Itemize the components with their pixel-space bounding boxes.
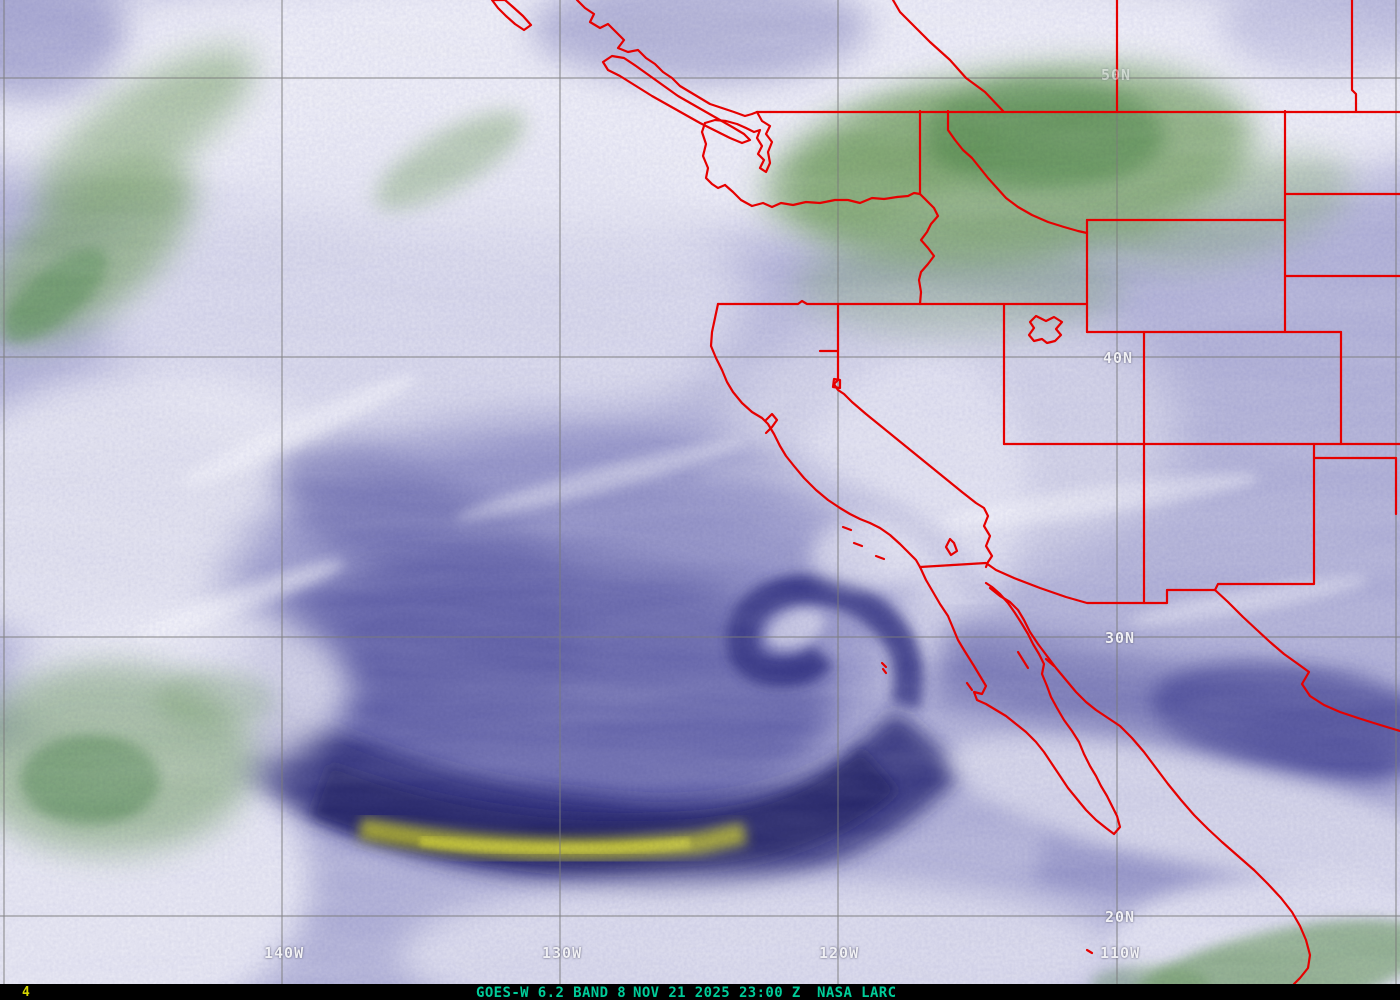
lat-label-40n: 40N xyxy=(1103,349,1134,367)
lon-label-140w: 140W xyxy=(264,944,305,962)
lat-label-30n: 30N xyxy=(1105,629,1136,647)
lat-label-20n: 20N xyxy=(1105,908,1136,926)
lat-label-50n: 50N xyxy=(1101,66,1132,84)
product-label: GOES-W 6.2 BAND 8 xyxy=(476,985,627,1000)
mexico-mainland-coast xyxy=(988,586,1312,986)
frame-number: 4 xyxy=(22,985,30,1000)
credit-label: NASA LARC xyxy=(817,985,897,1000)
timestamp-label: NOV 21 2025 23:00 Z xyxy=(633,985,801,1000)
baja-coast xyxy=(918,565,1122,836)
caption-bar xyxy=(0,984,1400,1000)
california-coast xyxy=(709,302,922,569)
lon-label-110w: 110W xyxy=(1100,944,1141,962)
lon-label-120w: 120W xyxy=(819,944,860,962)
map-borders xyxy=(490,0,1400,986)
lon-label-130w: 130W xyxy=(542,944,583,962)
